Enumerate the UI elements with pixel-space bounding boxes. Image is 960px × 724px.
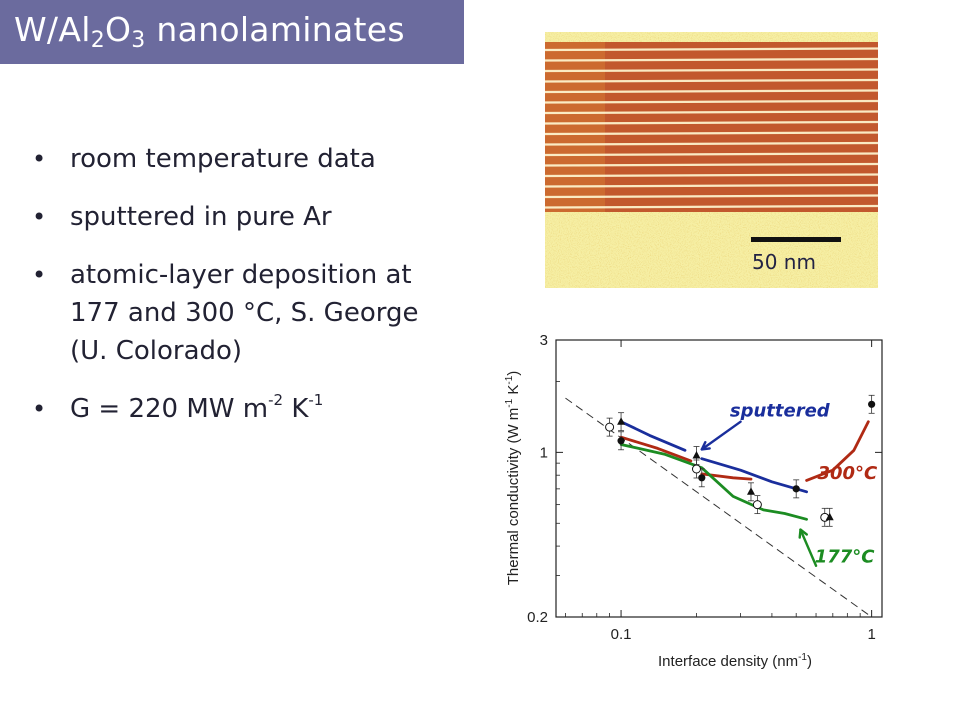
- tem-layer-line: [545, 131, 878, 136]
- y-tick-label: 0.2: [527, 609, 548, 626]
- data-point: [617, 412, 626, 432]
- title-bar: W/Al2O3 nanolaminates: [0, 0, 464, 64]
- hand-drawn-curve: [700, 457, 809, 494]
- tem-layer-line: [545, 194, 878, 199]
- bullet-text: G = 220 MW m: [70, 394, 269, 424]
- data-point: [605, 417, 615, 437]
- tem-layer-line: [545, 47, 878, 52]
- tem-layer-line: [545, 78, 878, 83]
- tem-layer-line: [545, 99, 878, 104]
- hand-drawn-curve: [619, 420, 687, 452]
- tem-layer-stripes: [545, 47, 878, 209]
- x-axis-label: Interface density (nm-1): [658, 652, 812, 670]
- tem-layer-line: [545, 173, 878, 178]
- title-sub-2: 3: [131, 28, 146, 53]
- tem-layer-line: [545, 204, 878, 209]
- tem-layer-line: [545, 68, 878, 73]
- data-point: [692, 446, 701, 465]
- bullet-item: atomic-layer deposition at 177 and 300 °…: [28, 256, 448, 370]
- scale-bar-label: 50 nm: [752, 250, 816, 274]
- tem-layer-line: [545, 183, 878, 188]
- y-tick-label: 3: [540, 332, 548, 349]
- tem-layer-line: [545, 162, 878, 167]
- annotation-arrow: [799, 528, 818, 567]
- x-tick-label: 1: [867, 626, 875, 643]
- tem-layer-line: [545, 152, 878, 157]
- title-mid: O: [105, 10, 132, 49]
- tem-layer-line: [545, 141, 878, 146]
- title-end: nanolaminates: [145, 10, 405, 49]
- chart-annotation: 300°C: [817, 463, 878, 484]
- title-main: W/Al: [14, 10, 91, 49]
- data-point: [752, 495, 762, 515]
- bullet-item: G = 220 MW m-2 K-1: [28, 390, 448, 428]
- data-point: [792, 479, 800, 499]
- annotation-arrowhead: [700, 440, 711, 451]
- title-sub-1: 2: [90, 28, 106, 53]
- tem-layer-line: [545, 89, 878, 94]
- plot-frame: [555, 339, 883, 618]
- y-tick-label: 1: [540, 444, 548, 461]
- hand-drawn-curve: [805, 420, 870, 482]
- guide-dashed-line: [565, 397, 872, 618]
- bullet-sup: -1: [308, 391, 324, 409]
- hand-drawn-curve: [619, 443, 809, 521]
- bullet-text: atomic-layer deposition at 177 and 300 °…: [70, 260, 419, 366]
- slide-title: W/Al2O3 nanolaminates: [14, 10, 405, 52]
- tem-micrograph: [545, 32, 878, 288]
- thermal-conductivity-chart: sputtered 300°C 177°C 0.1 1 0.2 1 3 Interface …: [484, 320, 960, 720]
- bullet-list: room temperature data sputtered in pure …: [28, 140, 448, 448]
- bullet-text: sputtered in pure Ar: [70, 202, 332, 232]
- annotation-arrow: [700, 420, 742, 451]
- y-axis-label: Thermal conductivity (W m-1 K-1): [504, 371, 522, 586]
- data-point: [617, 431, 625, 451]
- bullet-item: room temperature data: [28, 140, 448, 178]
- data-point: [747, 482, 755, 502]
- bullet-sup: -2: [268, 391, 284, 409]
- data-point: [825, 507, 834, 527]
- chart-annotation: sputtered: [730, 401, 831, 422]
- annotation-arrowhead: [798, 528, 808, 539]
- x-tick-label: 0.1: [611, 626, 632, 643]
- bullet-text: room temperature data: [70, 144, 376, 174]
- hand-drawn-curve: [700, 472, 753, 481]
- tem-layer-line: [545, 120, 878, 125]
- scale-bar: [751, 237, 841, 242]
- bullet-item: sputtered in pure Ar: [28, 198, 448, 236]
- data-point: [868, 394, 876, 414]
- tem-layer-line: [545, 110, 878, 115]
- tem-layer-line: [545, 57, 878, 62]
- bullet-text: K: [283, 394, 309, 424]
- hand-drawn-curve: [619, 435, 693, 463]
- chart-annotation: 177°C: [815, 547, 876, 568]
